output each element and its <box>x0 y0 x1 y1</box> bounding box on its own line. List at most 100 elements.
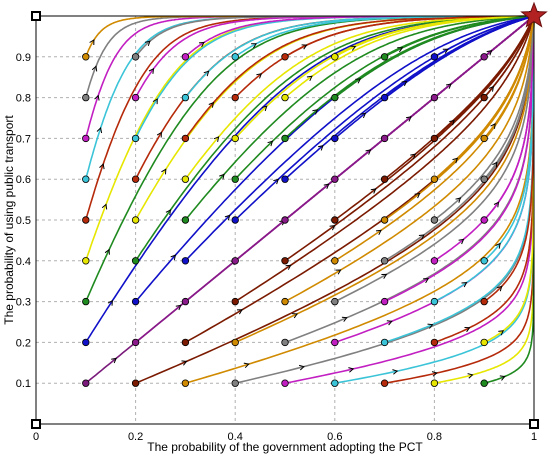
initial-point <box>331 257 339 265</box>
direction-arrow <box>410 153 416 159</box>
direction-arrow <box>170 254 177 261</box>
stable-point-star <box>520 1 548 28</box>
stable-point-star-shape <box>520 1 548 28</box>
direction-arrow <box>301 44 308 50</box>
y-tick-label: 0.4 <box>16 256 31 268</box>
direction-arrow <box>292 313 299 319</box>
initial-point <box>430 175 439 183</box>
direction-arrow <box>490 123 496 129</box>
direction-arrow <box>423 278 430 284</box>
initial-point <box>331 53 339 61</box>
direction-arrow <box>101 203 108 210</box>
initial-point <box>281 216 289 224</box>
initial-point <box>480 297 488 306</box>
x-tick-label: 0.6 <box>327 431 342 443</box>
equilibrium-square <box>31 11 41 21</box>
direction-arrow <box>418 234 425 240</box>
initial-point <box>430 216 439 224</box>
initial-point <box>480 175 488 183</box>
direction-arrow <box>91 65 98 72</box>
initial-point <box>480 53 488 61</box>
direction-arrow <box>256 73 263 79</box>
initial-point <box>181 257 190 265</box>
direction-arrow <box>392 369 399 375</box>
y-tick-label: 0.7 <box>16 133 31 145</box>
initial-point <box>430 257 439 265</box>
x-tick-label: 0 <box>33 431 39 443</box>
initial-point <box>281 257 289 265</box>
direction-arrow <box>267 140 274 147</box>
initial-point <box>231 297 239 306</box>
direction-arrow <box>165 209 172 216</box>
y-axis-label: The probability of using public transpor… <box>2 115 16 325</box>
direction-arrow <box>375 229 382 236</box>
initial-point <box>82 257 90 265</box>
initial-point <box>181 338 190 347</box>
direction-arrow <box>208 101 215 108</box>
initial-point <box>480 134 488 143</box>
initial-point <box>380 175 389 183</box>
initial-point <box>82 216 90 224</box>
direction-arrow <box>401 80 408 87</box>
initial-point <box>430 93 439 102</box>
initial-point <box>480 93 488 102</box>
initial-point <box>181 93 190 102</box>
initial-point <box>281 379 289 387</box>
direction-arrow <box>94 94 100 101</box>
y-tick-labels: 0.1 0.2 0.3 0.4 0.5 0.6 0.7 0.8 0.9 <box>16 52 31 390</box>
initial-point <box>131 175 140 183</box>
initial-point <box>131 257 140 265</box>
initial-point <box>231 93 239 102</box>
direction-arrow <box>317 145 324 151</box>
initial-point <box>281 134 289 143</box>
initial-point <box>480 257 488 265</box>
equilibrium-square <box>31 419 41 429</box>
initial-point <box>331 379 339 387</box>
direction-arrow <box>348 367 355 373</box>
direction-arrow <box>198 41 205 48</box>
initial-point <box>281 93 289 102</box>
direction-arrow <box>499 375 506 381</box>
initial-point <box>281 175 289 183</box>
initial-point <box>380 93 389 102</box>
initial-point <box>181 134 190 143</box>
initial-point <box>331 216 339 224</box>
initial-point <box>430 297 439 306</box>
direction-arrow <box>414 192 421 199</box>
direction-arrow <box>273 178 279 185</box>
direction-arrow <box>111 357 117 364</box>
direction-arrow <box>461 282 468 288</box>
initial-point <box>131 216 140 224</box>
initial-point <box>131 297 140 306</box>
x-tick-label: 1 <box>531 431 537 443</box>
direction-arrow <box>181 360 188 366</box>
direction-arrow <box>464 327 471 333</box>
direction-arrow <box>144 40 151 47</box>
direction-arrow <box>495 242 501 249</box>
direction-arrow <box>458 238 465 245</box>
initial-point <box>82 297 90 306</box>
initial-point <box>131 338 140 347</box>
direction-arrow <box>96 127 103 134</box>
initial-point <box>380 134 389 143</box>
initial-point <box>380 216 389 224</box>
initial-point <box>480 216 488 224</box>
initial-point <box>281 338 289 347</box>
direction-arrow <box>431 371 438 377</box>
direction-arrow <box>496 285 503 292</box>
direction-arrow <box>99 163 105 170</box>
direction-arrow <box>449 119 455 126</box>
direction-arrow <box>219 173 225 180</box>
direction-arrow <box>312 109 319 115</box>
initial-point <box>430 338 439 347</box>
initial-point <box>430 53 439 61</box>
direction-arrow <box>251 43 258 49</box>
direction-arrow <box>203 70 210 77</box>
equilibrium-square <box>529 419 539 429</box>
evolution-curve <box>433 15 535 58</box>
initial-point <box>181 53 190 61</box>
initial-point <box>380 297 389 306</box>
direction-arrow <box>341 316 348 322</box>
initial-point <box>430 379 439 387</box>
initial-point <box>331 175 339 183</box>
